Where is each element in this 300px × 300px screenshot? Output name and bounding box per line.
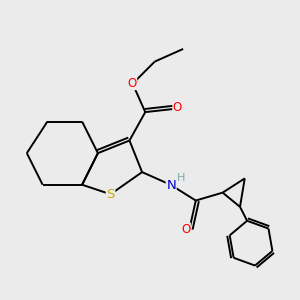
Text: S: S xyxy=(106,188,115,201)
Text: O: O xyxy=(181,223,190,236)
Text: O: O xyxy=(128,76,136,90)
Text: N: N xyxy=(166,179,176,192)
Text: H: H xyxy=(176,173,185,183)
Text: O: O xyxy=(173,101,182,115)
